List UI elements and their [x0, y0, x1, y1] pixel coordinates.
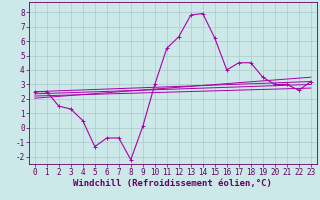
- X-axis label: Windchill (Refroidissement éolien,°C): Windchill (Refroidissement éolien,°C): [73, 179, 272, 188]
